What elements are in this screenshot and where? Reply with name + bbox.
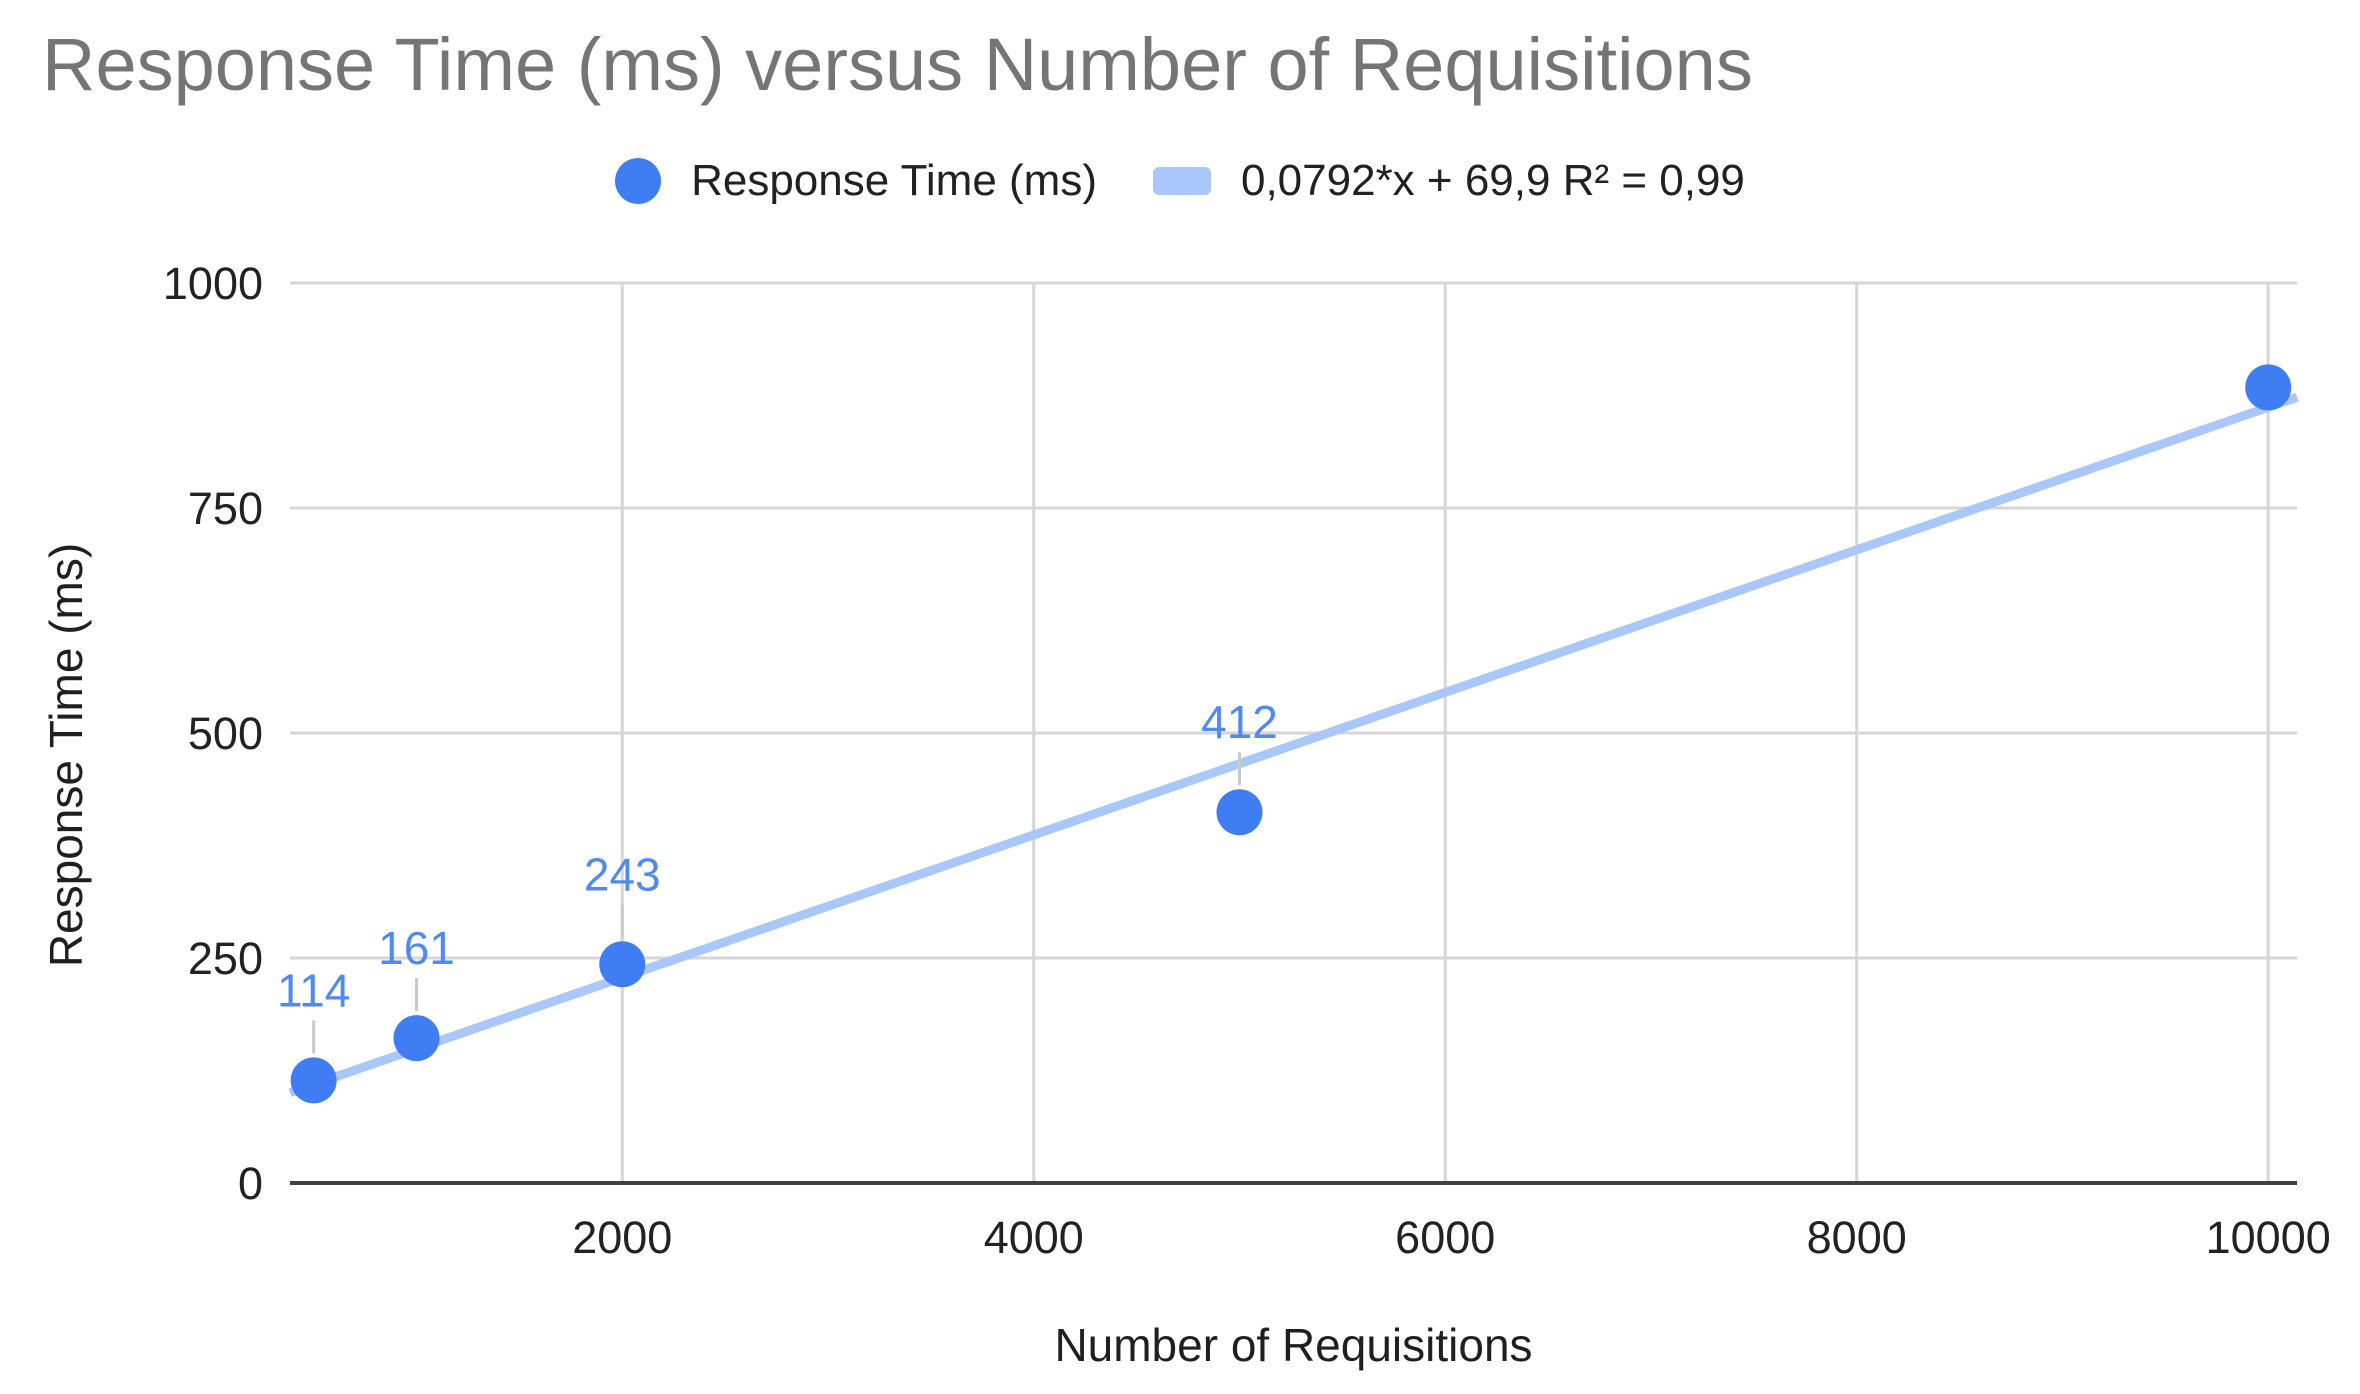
data-point[interactable] [290,1057,337,1104]
chart-title: Response Time (ms) versus Number of Requ… [42,23,1753,106]
x-tick-label: 8000 [1807,1212,1907,1263]
data-point[interactable] [393,1015,440,1062]
series-marker-icon [615,158,662,204]
x-tick-label: 10000 [2206,1212,2331,1263]
y-tick-label: 250 [188,933,263,984]
trendline[interactable] [288,393,2299,1097]
legend-item-series[interactable]: Response Time (ms) [615,156,1097,206]
y-tick-label: 1000 [163,258,263,309]
legend-series-label: Response Time (ms) [691,156,1097,205]
data-point-label: 412 [1201,696,1278,748]
data-point-label: 114 [277,964,350,1016]
legend-trendline-label: 0,0792*x + 69,9 R² = 0,99 [1240,156,1745,205]
y-tick-label: 500 [188,708,263,759]
y-axis-title: Response Time (ms) [40,543,92,967]
data-point-label: 243 [584,848,661,900]
legend: Response Time (ms) 0,0792*x + 69,9 R² = … [0,156,2360,206]
legend-item-trendline[interactable]: 0,0792*x + 69,9 R² = 0,99 [1152,156,1745,206]
x-axis-title: Number of Requisitions [1054,1319,1532,1371]
data-point[interactable] [2245,364,2292,411]
trendline-swatch-icon [1152,167,1211,195]
x-tick-label: 4000 [984,1212,1084,1263]
data-point-label: 161 [378,922,455,974]
x-tick-label: 2000 [572,1212,672,1263]
data-point[interactable] [1216,789,1263,836]
y-tick-label: 750 [188,483,263,534]
x-tick-label: 6000 [1395,1212,1495,1263]
y-tick-label: 0 [238,1158,263,1209]
data-point[interactable] [599,941,646,988]
